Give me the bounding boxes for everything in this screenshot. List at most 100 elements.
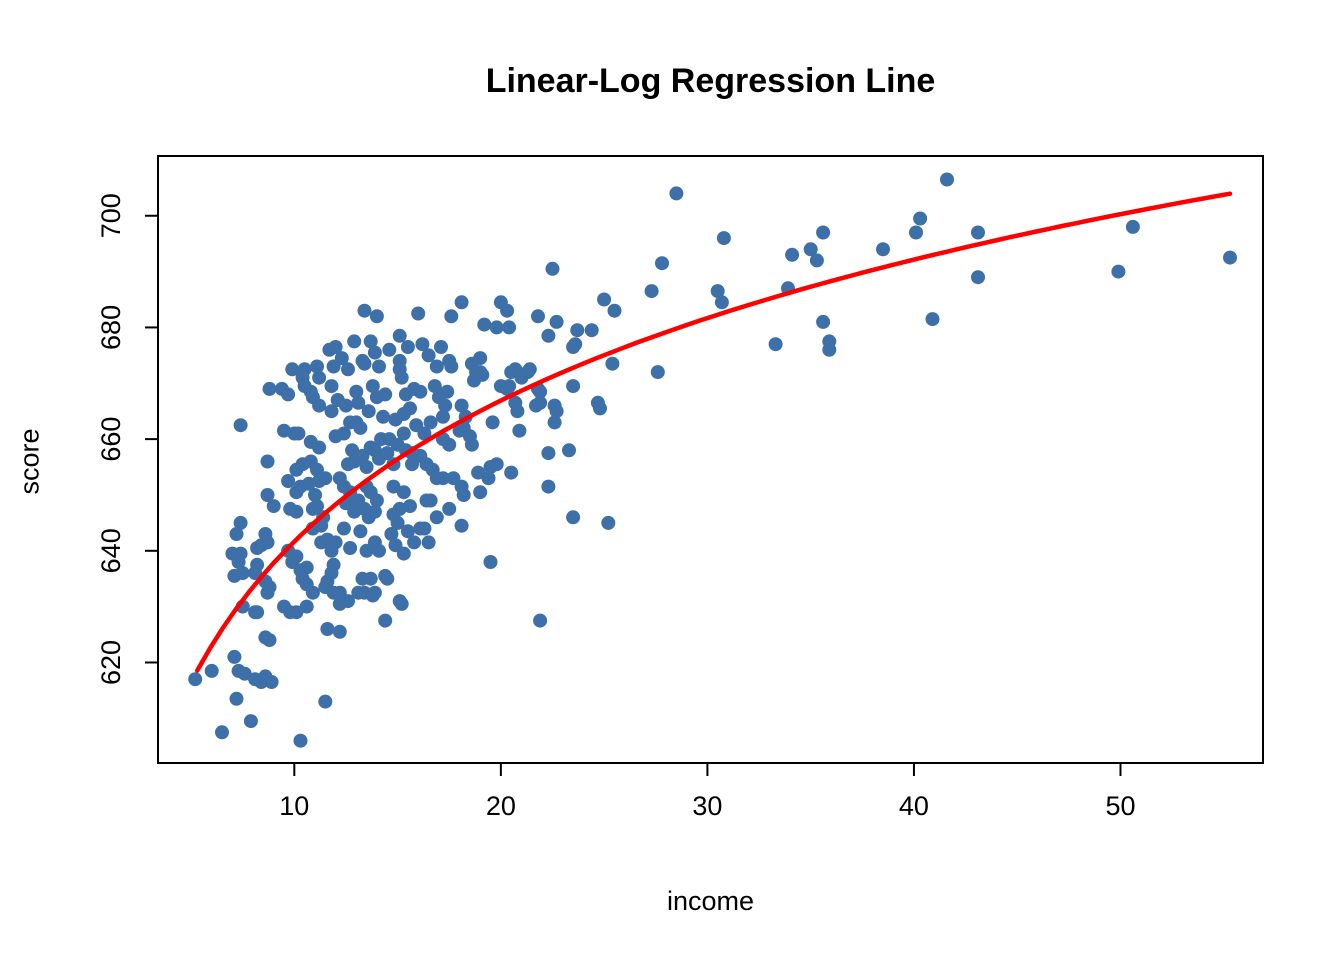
data-point	[454, 518, 469, 533]
data-point	[336, 426, 351, 441]
data-point	[372, 543, 386, 558]
data-point	[365, 379, 380, 394]
data-point	[644, 284, 659, 299]
data-point	[312, 440, 327, 455]
data-point	[477, 317, 492, 332]
data-point	[380, 571, 395, 586]
data-point	[318, 694, 333, 709]
data-point	[215, 725, 229, 740]
data-point	[436, 471, 450, 486]
data-point	[293, 733, 308, 748]
data-point	[502, 320, 517, 335]
data-point	[310, 499, 324, 514]
data-point	[714, 295, 729, 310]
data-point	[324, 379, 339, 394]
data-point	[336, 521, 351, 536]
data-point	[489, 320, 504, 335]
data-point	[481, 471, 496, 486]
data-point	[353, 524, 368, 539]
data-point	[355, 448, 370, 463]
data-point	[361, 404, 376, 419]
data-point	[264, 675, 279, 689]
data-point	[243, 714, 258, 729]
data-point	[566, 340, 581, 354]
data-point	[768, 337, 783, 352]
data-point	[343, 541, 358, 555]
data-point	[971, 270, 985, 285]
data-point	[421, 535, 436, 550]
data-point	[822, 342, 837, 357]
data-point	[438, 398, 453, 413]
data-point	[471, 465, 486, 480]
data-point	[541, 479, 556, 494]
data-point	[419, 457, 434, 472]
data-point	[514, 370, 529, 385]
data-point	[1223, 250, 1237, 265]
data-point	[607, 303, 622, 318]
data-point	[237, 666, 252, 681]
data-point	[310, 359, 324, 374]
data-point	[913, 211, 928, 226]
data-point	[289, 605, 304, 620]
data-point	[281, 387, 296, 402]
data-point	[500, 381, 515, 396]
data-point	[312, 398, 327, 413]
data-point	[442, 501, 457, 516]
data-point	[909, 225, 923, 240]
data-point	[341, 362, 355, 377]
data-point	[483, 460, 498, 474]
data-point	[562, 443, 576, 458]
plot-border	[157, 155, 1264, 764]
data-point	[464, 437, 479, 452]
data-point	[566, 379, 581, 394]
data-point	[803, 242, 818, 257]
data-point	[390, 437, 405, 452]
data-point	[289, 504, 304, 519]
data-point	[816, 314, 831, 329]
data-point	[347, 334, 362, 349]
data-point	[305, 585, 320, 600]
y-tick-label: 620	[96, 640, 126, 685]
x-tick-label: 40	[899, 791, 929, 821]
data-point	[510, 404, 525, 419]
data-point	[444, 309, 459, 324]
data-point	[378, 613, 393, 628]
data-point	[396, 546, 411, 561]
data-point	[369, 493, 384, 508]
scatter-points	[188, 172, 1237, 748]
data-point	[436, 409, 450, 424]
data-point	[394, 596, 409, 611]
data-point	[584, 323, 599, 338]
data-point	[650, 365, 665, 380]
data-point	[367, 585, 382, 600]
data-point	[392, 328, 407, 343]
x-tick-label: 30	[692, 791, 722, 821]
data-point	[231, 555, 246, 569]
data-point	[1125, 219, 1140, 234]
data-point	[367, 345, 382, 360]
data-point	[533, 613, 548, 628]
data-point	[367, 504, 382, 519]
data-point	[541, 328, 556, 343]
data-point	[396, 485, 411, 500]
data-point	[233, 515, 248, 530]
data-point	[669, 186, 684, 201]
data-point	[262, 381, 277, 396]
data-point	[940, 172, 954, 187]
x-tick-label: 50	[1105, 791, 1135, 821]
data-point	[533, 384, 548, 399]
data-point	[384, 527, 399, 541]
data-point	[291, 426, 306, 441]
data-point	[260, 488, 275, 502]
data-point	[601, 515, 616, 530]
data-point	[429, 359, 444, 374]
data-point	[925, 312, 940, 327]
data-point	[312, 370, 327, 385]
data-point	[444, 359, 459, 374]
data-point	[299, 599, 314, 614]
data-point	[363, 571, 378, 586]
data-point	[710, 284, 725, 299]
data-point	[655, 256, 669, 271]
y-tick-label: 640	[96, 528, 126, 573]
